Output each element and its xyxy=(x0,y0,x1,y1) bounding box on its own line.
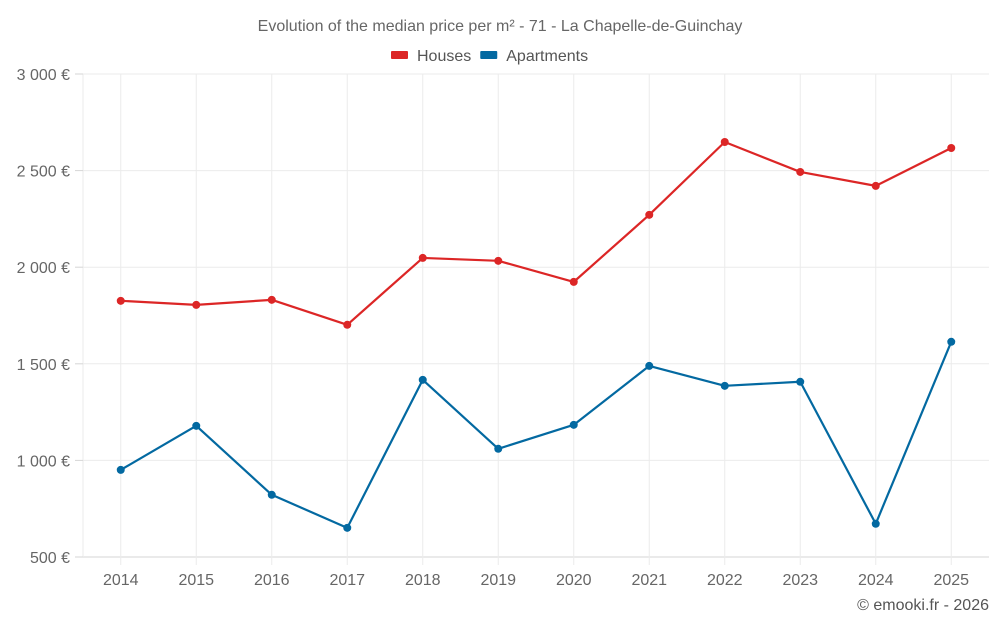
data-point-houses xyxy=(947,143,956,152)
legend-label-houses: Houses xyxy=(417,48,471,65)
x-tick-label: 2019 xyxy=(480,572,516,589)
legend: Houses Apartments xyxy=(391,48,588,65)
x-tick-label: 2020 xyxy=(556,572,592,589)
data-point-apartments xyxy=(796,377,805,386)
x-tick-label: 2014 xyxy=(103,572,139,589)
x-tick-label: 2015 xyxy=(178,572,214,589)
data-point-apartments xyxy=(267,490,276,499)
data-point-apartments xyxy=(116,465,125,474)
credit-text: © emooki.fr - 2026 xyxy=(857,597,989,614)
y-tick-label: 1 000 € xyxy=(17,453,70,470)
series-group xyxy=(116,138,956,532)
x-tick-label: 2025 xyxy=(933,572,969,589)
series-line-apartments xyxy=(120,341,953,529)
data-point-houses xyxy=(267,295,276,304)
data-point-houses xyxy=(494,256,503,265)
x-tick-label: 2017 xyxy=(329,572,365,589)
legend-label-apartments: Apartments xyxy=(506,48,588,65)
data-point-apartments xyxy=(192,421,201,430)
data-point-apartments xyxy=(720,381,729,390)
legend-swatch-houses xyxy=(391,51,408,59)
x-tick-label: 2016 xyxy=(254,572,290,589)
x-tick-label: 2024 xyxy=(858,572,894,589)
data-point-apartments xyxy=(871,519,880,528)
series-line-houses xyxy=(120,140,952,326)
data-point-houses xyxy=(569,277,578,286)
data-point-apartments xyxy=(645,361,654,370)
data-point-houses xyxy=(192,300,201,309)
y-tick-label: 2 000 € xyxy=(17,260,70,277)
data-point-houses xyxy=(343,320,352,329)
data-point-apartments xyxy=(947,337,956,346)
x-tick-label: 2018 xyxy=(405,572,441,589)
x-tick-label: 2023 xyxy=(782,572,818,589)
data-point-houses xyxy=(116,296,125,305)
y-tick-label: 500 € xyxy=(30,550,70,567)
grid xyxy=(82,73,989,565)
data-point-apartments xyxy=(343,523,352,532)
data-point-houses xyxy=(871,181,880,190)
data-point-apartments xyxy=(494,444,503,453)
y-tick-label: 1 500 € xyxy=(17,357,70,374)
x-tick-label: 2022 xyxy=(707,572,743,589)
data-point-houses xyxy=(645,210,654,219)
data-point-apartments xyxy=(569,420,578,429)
x-tick-label: 2021 xyxy=(631,572,667,589)
axes: 500 € 1 000 € 1 500 € 2 000 € 2 500 € 3 000 €… xyxy=(17,67,970,589)
legend-swatch-apartments xyxy=(480,51,498,59)
data-point-houses xyxy=(796,167,805,176)
y-tick-label: 3 000 € xyxy=(17,67,70,84)
data-point-houses xyxy=(418,253,427,262)
data-point-apartments xyxy=(418,375,427,384)
data-point-houses xyxy=(720,138,729,147)
chart-title: Evolution of the median price per m² - 7… xyxy=(258,18,743,35)
y-tick-label: 2 500 € xyxy=(17,164,70,181)
